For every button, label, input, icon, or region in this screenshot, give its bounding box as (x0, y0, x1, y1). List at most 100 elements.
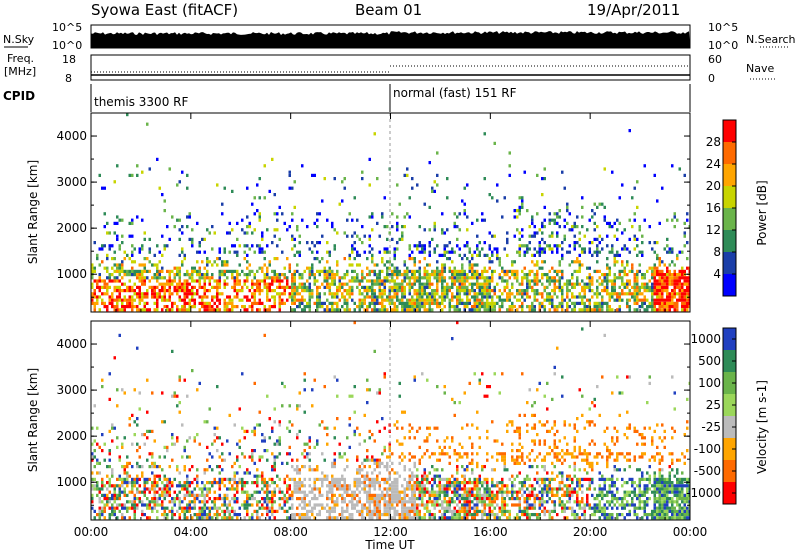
power-cell (586, 298, 589, 302)
power-cell (408, 279, 411, 283)
power-cell (463, 305, 466, 309)
power-cell (186, 282, 189, 286)
velocity-cell (358, 468, 361, 472)
power-cell (391, 298, 394, 302)
velocity-cell (198, 506, 201, 510)
velocity-cell (443, 385, 446, 389)
velocity-cell (121, 484, 124, 488)
power-cell (451, 282, 454, 286)
power-cell (251, 282, 254, 286)
velocity-cell (286, 487, 289, 491)
velocity-cell (331, 465, 334, 469)
power-cell (146, 289, 149, 293)
power-cell (296, 269, 299, 273)
power-cell (401, 231, 404, 235)
velocity-cell (423, 452, 426, 456)
power-cell (273, 273, 276, 277)
velocity-cell (368, 477, 371, 481)
power-cell (426, 295, 429, 299)
velocity-cell (178, 471, 181, 475)
power-cell (166, 308, 169, 312)
power-cell (348, 308, 351, 312)
velocity-cell (341, 513, 344, 517)
power-cell (328, 289, 331, 293)
velocity-cell (318, 477, 321, 481)
power-cell (331, 295, 334, 299)
power-cell (113, 289, 116, 293)
power-cell (106, 231, 109, 235)
power-cell (676, 276, 679, 280)
power-cell (361, 276, 364, 280)
velocity-cell (111, 471, 114, 475)
velocity-cell (206, 490, 209, 494)
power-cell (548, 234, 551, 238)
power-cell (463, 253, 466, 257)
velocity-cell (448, 487, 451, 491)
power-cell (678, 282, 681, 286)
velocity-cell (336, 500, 339, 504)
velocity-cell (171, 394, 174, 398)
power-cell (156, 276, 159, 280)
power-cell (483, 301, 486, 305)
power-cell (176, 292, 179, 296)
power-cell (526, 250, 529, 254)
velocity-cell (423, 503, 426, 507)
power-cell (356, 279, 359, 283)
power-cell (178, 308, 181, 312)
velocity-cell (333, 426, 336, 430)
power-cell (636, 279, 639, 283)
power-cell (463, 212, 466, 216)
velocity-cell (313, 477, 316, 481)
power-cell (351, 263, 354, 267)
power-cell (168, 273, 171, 277)
power-cell (486, 305, 489, 309)
power-cell (298, 276, 301, 280)
velocity-cell (148, 506, 151, 510)
power-cell (183, 289, 186, 293)
velocity-cell (93, 455, 96, 459)
power-cell (563, 186, 566, 190)
power-cell (308, 305, 311, 309)
power-cell (283, 285, 286, 289)
velocity-cell (138, 490, 141, 494)
velocity-cell (376, 420, 379, 424)
power-cell (606, 276, 609, 280)
power-cell (101, 298, 104, 302)
power-cell (551, 250, 554, 254)
velocity-cell (303, 484, 306, 488)
velocity-cell (156, 500, 159, 504)
power-cell (333, 273, 336, 277)
velocity-cell (171, 484, 174, 488)
power-cell (308, 289, 311, 293)
power-cell (181, 225, 184, 229)
velocity-cell (448, 500, 451, 504)
velocity-cell (156, 484, 159, 488)
velocity-cell (366, 513, 369, 517)
velocity-cell (353, 503, 356, 507)
velocity-cell (273, 493, 276, 497)
velocity-cell (453, 487, 456, 491)
velocity-cell (221, 497, 224, 501)
velocity-cell (251, 455, 254, 459)
power-cell (641, 301, 644, 305)
power-cell (451, 295, 454, 299)
velocity-cell (208, 516, 211, 520)
velocity-cell (333, 436, 336, 440)
velocity-cell (341, 497, 344, 501)
power-cell (276, 244, 279, 248)
velocity-cell (393, 484, 396, 488)
velocity-cell (91, 506, 94, 510)
power-cell (313, 301, 316, 305)
power-cell (313, 221, 316, 225)
power-cell (358, 292, 361, 296)
power-cell (121, 276, 124, 280)
power-cell (111, 295, 114, 299)
power-cell (501, 215, 504, 219)
power-cell (386, 250, 389, 254)
power-cell (266, 285, 269, 289)
velocity-cell (391, 493, 394, 497)
velocity-cell (323, 458, 326, 462)
power-cell (386, 308, 389, 312)
power-cell (503, 285, 506, 289)
power-cell (598, 301, 601, 305)
